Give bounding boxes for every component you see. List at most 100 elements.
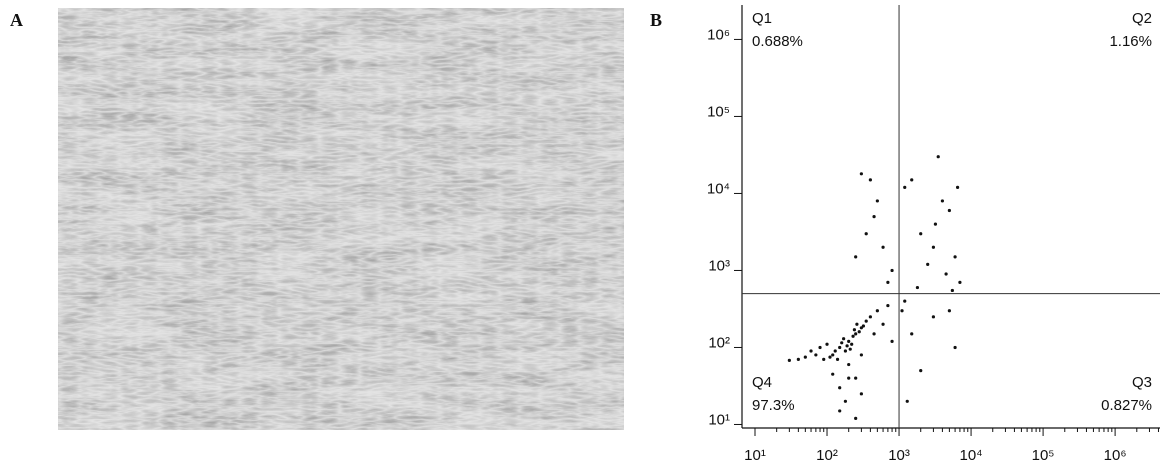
point xyxy=(845,344,849,348)
point xyxy=(875,309,879,313)
point xyxy=(886,280,890,284)
point xyxy=(838,345,842,350)
x-tick-label: 10¹ xyxy=(744,447,766,464)
y-tick-label: 10² xyxy=(708,334,730,351)
point xyxy=(842,337,846,341)
point xyxy=(822,357,826,361)
y-tick-label: 10³ xyxy=(708,257,730,274)
point xyxy=(831,353,835,357)
quadrant-name: Q3 xyxy=(1132,374,1152,391)
point xyxy=(868,315,872,319)
point xyxy=(881,245,885,249)
point xyxy=(931,315,936,319)
point xyxy=(852,328,857,332)
point xyxy=(838,409,842,413)
point xyxy=(955,185,960,189)
point xyxy=(953,255,957,259)
point xyxy=(919,232,923,236)
point xyxy=(838,386,842,390)
quadrant-name: Q4 xyxy=(752,374,772,391)
point xyxy=(864,232,868,236)
scatter-plot: 10¹ 10² 10³ 10⁴ 10⁵ 10⁶ 10¹ 10² 10³ 10⁴ 10⁵ 10⁶ Q1 0.… xyxy=(707,5,1160,464)
point xyxy=(886,303,890,308)
point xyxy=(910,332,914,336)
point xyxy=(926,262,930,266)
point xyxy=(933,222,938,226)
point xyxy=(803,355,807,359)
point xyxy=(850,342,854,346)
y-tick-label: 10¹ xyxy=(708,411,730,428)
point xyxy=(854,416,858,420)
point xyxy=(787,358,791,362)
point xyxy=(840,341,844,345)
panel-label: A xyxy=(10,10,23,30)
point xyxy=(848,347,852,351)
point xyxy=(900,309,904,313)
point xyxy=(854,255,858,259)
point xyxy=(958,280,962,284)
panel-label: B xyxy=(650,10,662,30)
point xyxy=(905,399,909,403)
point xyxy=(872,215,876,219)
y-tick-label: 10⁵ xyxy=(707,103,730,120)
point xyxy=(854,376,858,380)
point xyxy=(859,392,863,396)
point xyxy=(861,324,866,328)
x-tick-label: 10⁵ xyxy=(1032,447,1055,464)
y-tick-label: 10⁴ xyxy=(707,180,730,197)
point xyxy=(859,172,863,176)
point xyxy=(875,199,879,203)
point xyxy=(809,349,813,353)
point xyxy=(931,245,936,249)
point xyxy=(919,369,923,373)
point xyxy=(936,155,940,159)
point xyxy=(857,330,861,334)
quadrant-name: Q1 xyxy=(752,10,772,27)
quadrant-percent: 1.16% xyxy=(1109,33,1152,50)
point xyxy=(915,285,920,290)
point xyxy=(855,322,859,326)
quadrant-percent: 0.688% xyxy=(752,33,803,50)
x-tick-label: 10³ xyxy=(888,447,910,464)
point xyxy=(910,178,914,182)
point xyxy=(847,362,851,367)
quadrant-name: Q2 xyxy=(1132,10,1152,27)
point xyxy=(872,332,876,336)
point xyxy=(868,178,872,182)
point xyxy=(796,357,800,361)
point xyxy=(814,353,818,357)
point xyxy=(818,345,822,350)
point xyxy=(831,372,835,376)
point xyxy=(828,355,832,359)
point xyxy=(825,342,829,346)
point xyxy=(881,322,885,326)
point xyxy=(851,334,855,338)
point xyxy=(890,268,894,273)
x-tick-label: 10⁶ xyxy=(1104,447,1127,464)
point xyxy=(864,319,868,323)
point xyxy=(843,399,848,403)
point xyxy=(903,185,907,189)
point xyxy=(940,199,945,203)
x-tick-label: 10² xyxy=(816,447,838,464)
point xyxy=(903,299,907,303)
point xyxy=(847,339,851,343)
x-tick-label: 10⁴ xyxy=(959,447,982,464)
point xyxy=(947,309,951,313)
y-tick-label: 10⁶ xyxy=(707,26,730,43)
quadrant-percent: 0.827% xyxy=(1101,397,1152,414)
point xyxy=(947,208,951,213)
point xyxy=(843,349,848,353)
point xyxy=(854,332,858,336)
point xyxy=(950,288,954,293)
point xyxy=(944,272,948,276)
point xyxy=(953,345,957,350)
point xyxy=(890,339,894,343)
point xyxy=(847,376,851,380)
point xyxy=(835,357,840,361)
point xyxy=(833,349,837,353)
quadrant-percent: 97.3% xyxy=(752,397,795,414)
point xyxy=(859,353,863,357)
micrograph xyxy=(58,8,624,430)
